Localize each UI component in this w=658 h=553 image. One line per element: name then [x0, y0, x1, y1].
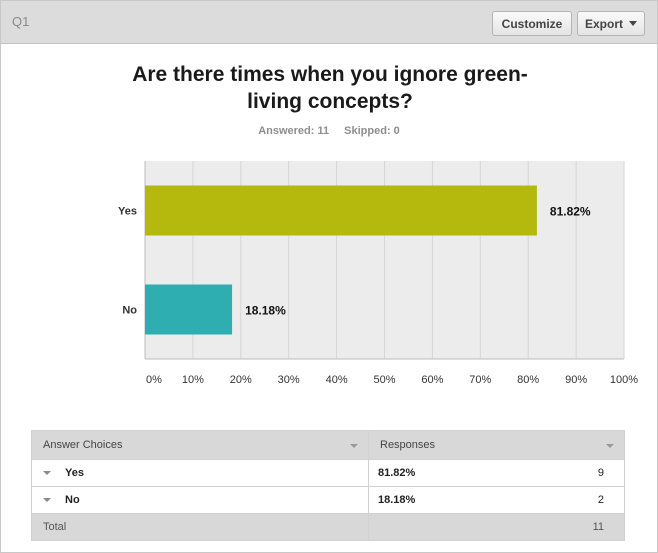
- expand-icon[interactable]: [43, 471, 51, 476]
- category-label: Yes: [118, 206, 137, 218]
- response-count: 2: [520, 486, 625, 514]
- answered-count: Answered: 11: [258, 125, 330, 137]
- response-count: 9: [520, 459, 625, 487]
- data-label: 81.82%: [550, 205, 591, 219]
- x-tick-label: 60%: [421, 374, 443, 386]
- responses-header-label: Responses: [380, 439, 436, 451]
- answer-choice-cell[interactable]: No: [31, 486, 369, 514]
- customize-button[interactable]: Customize: [492, 11, 572, 36]
- data-label: 18.18%: [245, 304, 286, 318]
- total-row: Total 11: [31, 513, 625, 541]
- responses-header[interactable]: Responses: [368, 430, 625, 460]
- bar-yes: [145, 185, 537, 236]
- x-tick-label: 20%: [230, 374, 252, 386]
- sort-icon[interactable]: [606, 444, 614, 448]
- x-tick-label: 70%: [469, 374, 491, 386]
- panel-header: Q1 Customize Export: [1, 1, 657, 44]
- responses-table: Answer Choices Responses Yes 81.82% 9 No…: [31, 430, 625, 541]
- bar-no: [145, 284, 233, 335]
- x-tick-label: 100%: [610, 374, 638, 386]
- chevron-down-icon: [629, 21, 637, 26]
- x-tick-label: 40%: [326, 374, 348, 386]
- sort-icon[interactable]: [350, 444, 358, 448]
- total-spacer: [367, 513, 521, 541]
- customize-button-label: Customize: [501, 16, 563, 31]
- answer-choice-label: Yes: [65, 467, 84, 479]
- response-percent: 18.18%: [367, 486, 521, 514]
- table-row: Yes 81.82% 9: [31, 459, 625, 487]
- answer-choice-label: No: [65, 494, 80, 506]
- answer-choice-cell[interactable]: Yes: [31, 459, 369, 487]
- response-summary: Answered: 11 Skipped: 0: [1, 125, 657, 137]
- answer-choices-header[interactable]: Answer Choices: [31, 430, 369, 460]
- question-title-line-2: living concepts?: [247, 90, 413, 113]
- x-tick-label: 0%: [146, 374, 162, 386]
- x-tick-label: 50%: [373, 374, 395, 386]
- table-header-row: Answer Choices Responses: [31, 430, 625, 460]
- question-title-line-1: Are there times when you ignore green-: [132, 63, 528, 86]
- table-row: No 18.18% 2: [31, 486, 625, 514]
- answer-choices-header-label: Answer Choices: [43, 439, 123, 451]
- export-button-label: Export: [584, 16, 623, 31]
- total-label: Total: [31, 513, 369, 541]
- category-label: No: [122, 305, 137, 317]
- skipped-count: Skipped: 0: [344, 125, 400, 137]
- export-button[interactable]: Export: [577, 11, 645, 36]
- x-tick-label: 90%: [565, 374, 587, 386]
- question-number: Q1: [12, 14, 30, 29]
- x-tick-label: 10%: [182, 374, 204, 386]
- total-count: 11: [520, 513, 625, 541]
- x-tick-label: 30%: [278, 374, 300, 386]
- response-percent: 81.82%: [367, 459, 521, 487]
- expand-icon[interactable]: [43, 498, 51, 503]
- x-tick-label: 80%: [517, 374, 539, 386]
- question-title: Are there times when you ignore green- l…: [101, 61, 559, 115]
- bar-chart: 0% 10% 20% 30% 40% 50% 60% 70% 80% 90% 100% Yes 81.8…: [118, 161, 638, 386]
